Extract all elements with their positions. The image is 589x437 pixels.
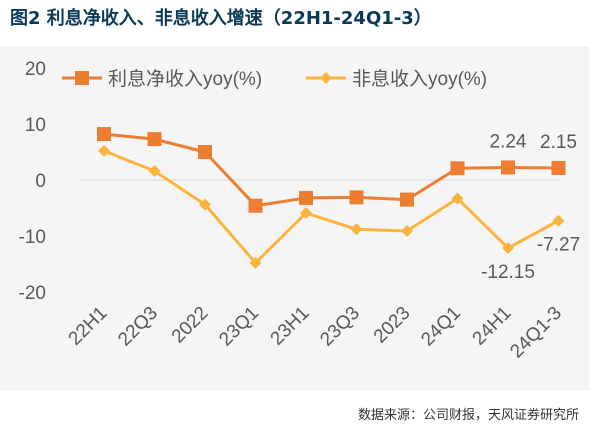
data-point-marker	[502, 242, 514, 255]
y-tick-label: -20	[19, 283, 46, 304]
legend-label: 非息收入yoy(%)	[352, 68, 487, 90]
y-tick-label: -10	[19, 227, 46, 248]
x-axis: 22H1 22Q3 2022 23Q1 23H1 23Q3 2023 24Q1 24H124Q1…	[65, 303, 566, 363]
figure-title: 图2 利息净收入、非息收入增速（22H1-24Q1-3）	[10, 8, 432, 29]
data-point-marker	[501, 160, 515, 175]
source-note: 数据来源：公司财报，天风证券研究所	[357, 408, 579, 423]
data-point-marker	[199, 198, 211, 211]
data-point-marker	[350, 223, 363, 236]
y-tick-label: 0	[35, 171, 46, 192]
data-point-marker	[450, 161, 465, 176]
line-chart: 20 10 0 -10 -20 22H1 22Q3 2022 23Q1 23H1 23Q3 2023…	[19, 59, 581, 363]
x-tick-label: 24Q1	[417, 303, 465, 351]
data-point-marker	[148, 165, 161, 178]
data-label: -12.15	[481, 262, 535, 283]
y-tick-label: 20	[25, 59, 46, 80]
data-point-marker	[349, 190, 364, 205]
data-point-marker	[299, 190, 313, 205]
data-point-marker	[147, 132, 162, 147]
series-markers	[97, 127, 566, 269]
legend: 利息净收入yoy(%) 非息收入yoy(%)	[62, 68, 487, 90]
data-label: -7.27	[537, 235, 580, 256]
x-tick-label: 23Q1	[215, 303, 263, 351]
legend-swatch-marker	[75, 71, 89, 85]
data-point-marker	[400, 192, 414, 207]
data-label: 2.15	[540, 132, 577, 153]
series-line	[103, 132, 559, 208]
data-point-marker	[98, 144, 110, 157]
data-point-marker	[451, 192, 464, 205]
x-tick-label: 24Q1-3	[506, 303, 566, 363]
x-tick-label: 23Q3	[316, 303, 364, 351]
x-tick-label: 2022	[168, 303, 213, 348]
data-point-marker	[552, 214, 565, 227]
data-point-marker	[249, 256, 262, 269]
data-point-marker	[551, 160, 566, 175]
x-tick-label: 22H1	[65, 303, 112, 350]
data-point-marker	[97, 127, 111, 142]
data-labels: 2.24 2.15 -12.15-7.27	[481, 131, 580, 283]
series-line	[103, 149, 560, 265]
data-label: 2.24	[490, 131, 527, 152]
y-axis: 20 10 0 -10 -20	[19, 59, 46, 304]
data-point-marker	[401, 224, 413, 237]
x-tick-label: 24H1	[469, 303, 516, 350]
chart-area: 20 10 0 -10 -20 22H1 22Q3 2022 23Q1 23H1 23Q3 2023…	[0, 46, 589, 391]
legend-label: 利息净收入yoy(%)	[108, 68, 262, 90]
data-point-marker	[198, 145, 212, 159]
data-point-marker	[300, 207, 312, 220]
y-tick-label: 10	[25, 115, 46, 136]
data-point-marker	[248, 198, 263, 213]
legend-swatch-marker	[320, 72, 332, 84]
x-tick-label: 23H1	[267, 303, 314, 350]
series-lines	[103, 132, 560, 265]
x-tick-label: 22Q3	[114, 303, 162, 351]
x-tick-label: 2023	[370, 303, 415, 348]
